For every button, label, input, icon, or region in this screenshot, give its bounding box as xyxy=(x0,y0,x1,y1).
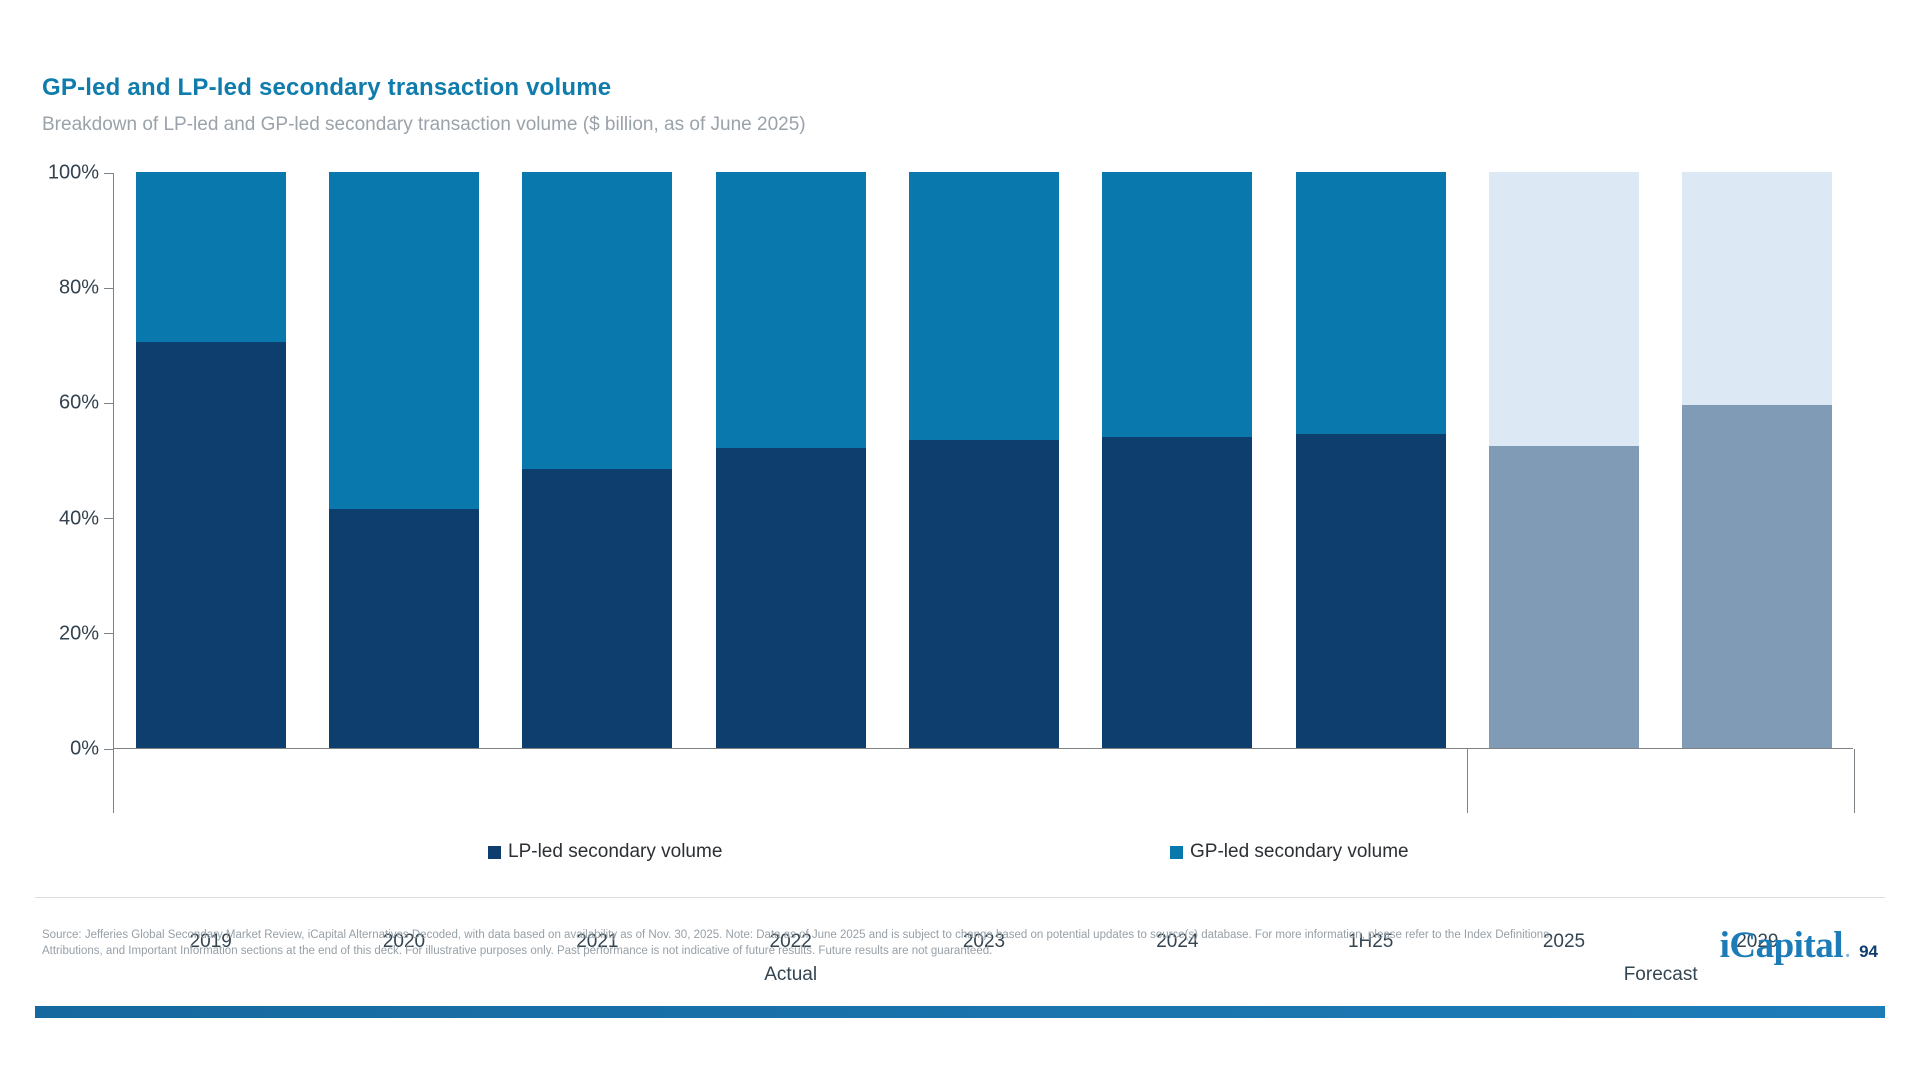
gp-led-segment xyxy=(1102,172,1253,437)
footer-disclaimer-line2: Attributions, and Important Information … xyxy=(42,944,993,957)
lp-led-segment xyxy=(1682,405,1833,748)
legend-item-gp: GP-led secondary volume xyxy=(1170,841,1409,863)
gp-led-segment xyxy=(715,172,866,449)
y-axis-tick-label: 100% xyxy=(47,161,99,184)
x-axis-label-2023: 2023 xyxy=(962,931,1006,952)
page-number: 94 xyxy=(1859,942,1878,961)
x-axis-label-2021: 2021 xyxy=(576,931,619,952)
actual-bar-2022 xyxy=(715,172,866,748)
brand-area: iCapital . 94 xyxy=(1720,924,1878,967)
y-axis-tick-mark xyxy=(104,172,113,174)
lp-led-segment xyxy=(715,448,866,748)
gp-led-segment xyxy=(909,172,1059,440)
y-axis-tick-label: 20% xyxy=(58,622,99,645)
y-axis-tick-label: 40% xyxy=(58,507,99,530)
lp-led-segment xyxy=(1295,434,1446,748)
lp-led-segment xyxy=(1102,436,1253,748)
x-axis-label-1H25: 1H25 xyxy=(1347,931,1394,952)
axis-left-extension xyxy=(113,749,114,813)
lp-led-segment xyxy=(135,341,286,748)
lp-legend-label: LP-led secondary volume xyxy=(508,841,723,862)
icapital-logo-dot: . xyxy=(1845,940,1851,962)
axis-right-border xyxy=(1854,749,1855,813)
footer-divider xyxy=(35,897,1885,898)
gp-led-segment xyxy=(135,172,286,342)
plot-area: 0% 20% 40% 60% 80% 100% 2019 2020 2021 2022 2023 20… xyxy=(48,162,1855,985)
gp-led-segment xyxy=(329,172,479,509)
x-axis-label-2020: 2020 xyxy=(382,931,426,952)
group-label-forecast: Forecast xyxy=(1623,964,1698,985)
footer-disclaimer-line1: Source: Jefferies Global Secondary Marke… xyxy=(42,929,1553,941)
page-subtitle: Breakdown of LP-led and GP-led secondary… xyxy=(42,114,806,135)
legend-item-lp: LP-led secondary volume xyxy=(488,841,722,863)
y-axis-tick-label: 80% xyxy=(58,276,99,299)
gp-legend-label: GP-led secondary volume xyxy=(1190,841,1409,862)
x-axis-label-2019: 2019 xyxy=(189,931,232,952)
gp-led-segment xyxy=(522,172,673,469)
actual-bar-2024 xyxy=(1102,172,1253,748)
icapital-logo: iCapital xyxy=(1719,925,1844,966)
y-axis-tick-label: 0% xyxy=(70,737,99,760)
x-axis-label-2024: 2024 xyxy=(1156,931,1199,952)
lp-led-segment xyxy=(522,468,673,748)
forecast-bar-2025 xyxy=(1489,172,1639,748)
x-axis-label-2025: 2025 xyxy=(1542,931,1586,952)
y-axis-tick-mark xyxy=(104,402,113,404)
x-axis-label-2029: 2029 xyxy=(1736,931,1779,952)
bottom-accent-bar xyxy=(35,1006,1885,1018)
lp-legend-swatch-icon xyxy=(488,845,501,859)
actual-bar-2020 xyxy=(329,172,479,748)
gp-legend-swatch-icon xyxy=(1170,845,1183,859)
footer-disclaimer: Source: Jefferies Global Secondary Marke… xyxy=(42,928,1692,959)
y-axis-tick-label: 60% xyxy=(58,391,99,414)
actual-bar-2023 xyxy=(909,172,1059,748)
lp-led-segment xyxy=(1489,445,1639,748)
x-axis-label-2022: 2022 xyxy=(769,931,812,952)
gp-led-segment xyxy=(1489,172,1639,446)
group-divider-line xyxy=(1467,749,1469,813)
y-axis-tick-mark xyxy=(104,518,113,520)
y-axis-tick-mark xyxy=(104,748,113,750)
forecast-bar-2029 xyxy=(1682,172,1833,748)
y-axis-tick-mark xyxy=(104,287,113,289)
lp-led-segment xyxy=(909,439,1059,748)
lp-led-segment xyxy=(329,508,479,748)
actual-bar-1H25 xyxy=(1295,172,1446,748)
actual-bar-2019 xyxy=(135,172,286,748)
y-axis-tick-mark xyxy=(104,633,113,635)
gp-led-segment xyxy=(1295,172,1446,435)
actual-bar-2021 xyxy=(522,172,673,748)
gp-led-segment xyxy=(1682,172,1833,406)
page-title: GP-led and LP-led secondary transaction … xyxy=(42,74,612,101)
group-label-actual: Actual xyxy=(764,964,818,985)
